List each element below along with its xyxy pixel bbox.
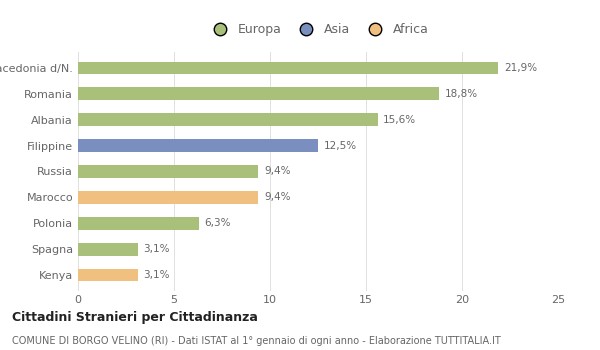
Bar [78,191,259,204]
Text: 3,1%: 3,1% [143,244,170,254]
Text: Cittadini Stranieri per Cittadinanza: Cittadini Stranieri per Cittadinanza [12,312,258,324]
Bar [78,62,499,75]
Bar [78,88,439,100]
Text: 15,6%: 15,6% [383,115,416,125]
Text: 21,9%: 21,9% [504,63,538,73]
Legend: Europa, Asia, Africa: Europa, Asia, Africa [203,19,433,42]
Bar [78,139,318,152]
Bar [78,243,137,256]
Bar [78,165,259,178]
Bar [78,268,137,281]
Text: 12,5%: 12,5% [324,141,357,150]
Text: 9,4%: 9,4% [264,167,291,176]
Text: 18,8%: 18,8% [445,89,478,99]
Text: 6,3%: 6,3% [205,218,231,228]
Bar [78,113,377,126]
Bar [78,217,199,230]
Text: 3,1%: 3,1% [143,270,170,280]
Text: 9,4%: 9,4% [264,193,291,202]
Text: COMUNE DI BORGO VELINO (RI) - Dati ISTAT al 1° gennaio di ogni anno - Elaborazio: COMUNE DI BORGO VELINO (RI) - Dati ISTAT… [12,336,501,346]
